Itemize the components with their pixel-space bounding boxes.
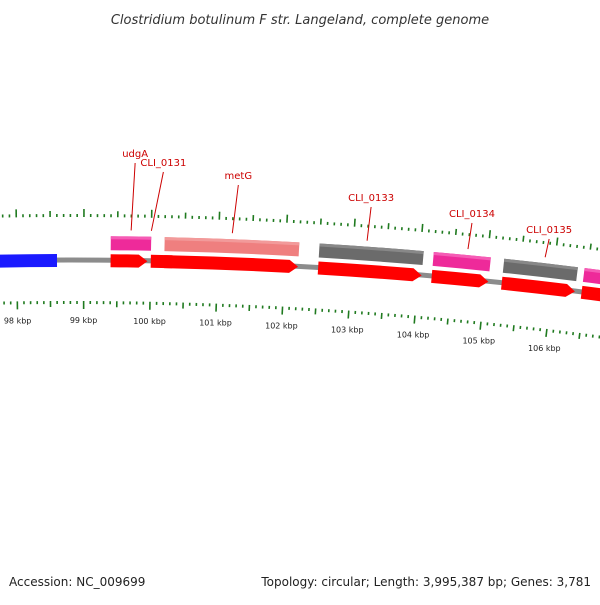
minor-tick — [447, 319, 448, 325]
cds-arrow — [164, 255, 298, 273]
accession-text: Accession: NC_009699 — [9, 575, 145, 589]
major-tick — [422, 224, 423, 232]
map-title: Clostridium botulinum F str. Langeland, … — [111, 13, 489, 28]
major-tick — [348, 311, 349, 319]
gene-label: metG — [225, 171, 253, 182]
minor-tick — [579, 333, 580, 339]
axis-tick-label: 105 kbp — [462, 337, 495, 346]
minor-tick — [590, 244, 591, 250]
minor-tick — [523, 236, 524, 242]
major-tick — [480, 322, 481, 330]
major-tick — [414, 316, 415, 324]
cds-arrow — [318, 261, 422, 281]
major-tick — [355, 219, 356, 227]
feature-block-blue — [0, 254, 57, 268]
gene-label: CLI_0134 — [449, 209, 495, 220]
cds-arrow — [111, 254, 148, 267]
axis-tick-label: 101 kbp — [199, 319, 232, 328]
gene-label: CLI_0133 — [348, 193, 394, 204]
cds-arrow — [431, 270, 488, 287]
gene-leader-line — [367, 207, 371, 241]
axis-tick-label: 103 kbp — [331, 325, 364, 334]
gene-leader-line — [151, 172, 163, 231]
feature-highlight — [111, 236, 151, 240]
axis-tick-label: 106 kbp — [528, 344, 561, 353]
axis-tick-label: 98 kbp — [4, 316, 32, 325]
gene-leader-line — [545, 239, 549, 257]
gene-leader-line — [131, 163, 135, 230]
axis-tick-label: 104 kbp — [397, 331, 430, 340]
cds-arrow — [501, 277, 575, 297]
major-tick — [557, 238, 558, 246]
feature-track — [0, 236, 600, 304]
major-tick — [546, 329, 547, 337]
gene-label: CLI_0135 — [526, 225, 572, 236]
axis-tick-label: 102 kbp — [265, 322, 298, 331]
cds-arrow — [581, 286, 600, 304]
gene-label: CLI_0131 — [140, 158, 186, 169]
axis-label-layer: 98 kbp 99 kbp 100 kbp 101 kbp 102 kbp 103 kbp… — [4, 316, 561, 353]
inner-tick-track — [0, 301, 600, 354]
minor-tick — [513, 325, 514, 331]
axis-tick-label: 99 kbp — [70, 316, 98, 325]
minor-tick — [456, 229, 457, 235]
axis-tick-label: 100 kbp — [133, 317, 166, 326]
gene-leader-line — [232, 185, 238, 233]
major-tick — [489, 230, 490, 238]
genome-summary-text: Topology: circular; Length: 3,995,387 bp… — [260, 575, 591, 589]
